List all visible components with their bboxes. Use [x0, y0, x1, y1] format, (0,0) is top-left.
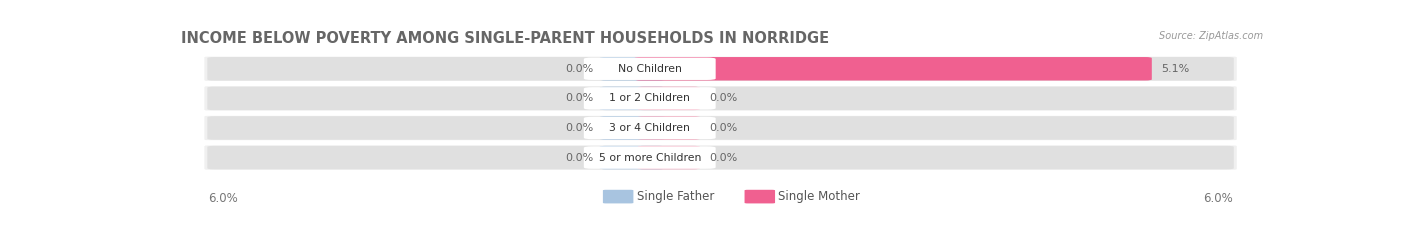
Text: Single Mother: Single Mother: [779, 190, 860, 203]
FancyBboxPatch shape: [207, 57, 1234, 81]
FancyBboxPatch shape: [207, 146, 1234, 169]
Text: Source: ZipAtlas.com: Source: ZipAtlas.com: [1159, 31, 1263, 41]
FancyBboxPatch shape: [202, 114, 1239, 141]
FancyBboxPatch shape: [603, 190, 633, 203]
Text: 0.0%: 0.0%: [565, 123, 593, 133]
FancyBboxPatch shape: [634, 57, 1152, 81]
Text: 3 or 4 Children: 3 or 4 Children: [609, 123, 690, 133]
Text: No Children: No Children: [617, 64, 682, 74]
FancyBboxPatch shape: [583, 146, 716, 169]
Text: 0.0%: 0.0%: [710, 153, 738, 163]
FancyBboxPatch shape: [599, 146, 665, 169]
Text: 0.0%: 0.0%: [565, 64, 593, 74]
FancyBboxPatch shape: [599, 57, 665, 81]
Text: 5 or more Children: 5 or more Children: [599, 153, 702, 163]
FancyBboxPatch shape: [202, 144, 1239, 171]
Text: 0.0%: 0.0%: [710, 123, 738, 133]
FancyBboxPatch shape: [202, 55, 1239, 82]
FancyBboxPatch shape: [583, 117, 716, 139]
Text: 0.0%: 0.0%: [710, 93, 738, 103]
FancyBboxPatch shape: [638, 116, 700, 140]
Text: 0.0%: 0.0%: [565, 93, 593, 103]
Text: 0.0%: 0.0%: [565, 153, 593, 163]
Text: 5.1%: 5.1%: [1161, 64, 1189, 74]
FancyBboxPatch shape: [745, 190, 775, 203]
Text: Single Father: Single Father: [637, 190, 714, 203]
FancyBboxPatch shape: [207, 116, 1234, 140]
FancyBboxPatch shape: [583, 87, 716, 110]
FancyBboxPatch shape: [599, 87, 665, 110]
Text: 1 or 2 Children: 1 or 2 Children: [609, 93, 690, 103]
FancyBboxPatch shape: [202, 85, 1239, 112]
Text: 6.0%: 6.0%: [208, 192, 238, 205]
FancyBboxPatch shape: [638, 146, 700, 169]
FancyBboxPatch shape: [207, 87, 1234, 110]
Text: INCOME BELOW POVERTY AMONG SINGLE-PARENT HOUSEHOLDS IN NORRIDGE: INCOME BELOW POVERTY AMONG SINGLE-PARENT…: [181, 31, 830, 46]
FancyBboxPatch shape: [638, 87, 700, 110]
FancyBboxPatch shape: [599, 116, 665, 140]
Text: 6.0%: 6.0%: [1204, 192, 1233, 205]
FancyBboxPatch shape: [583, 58, 716, 80]
